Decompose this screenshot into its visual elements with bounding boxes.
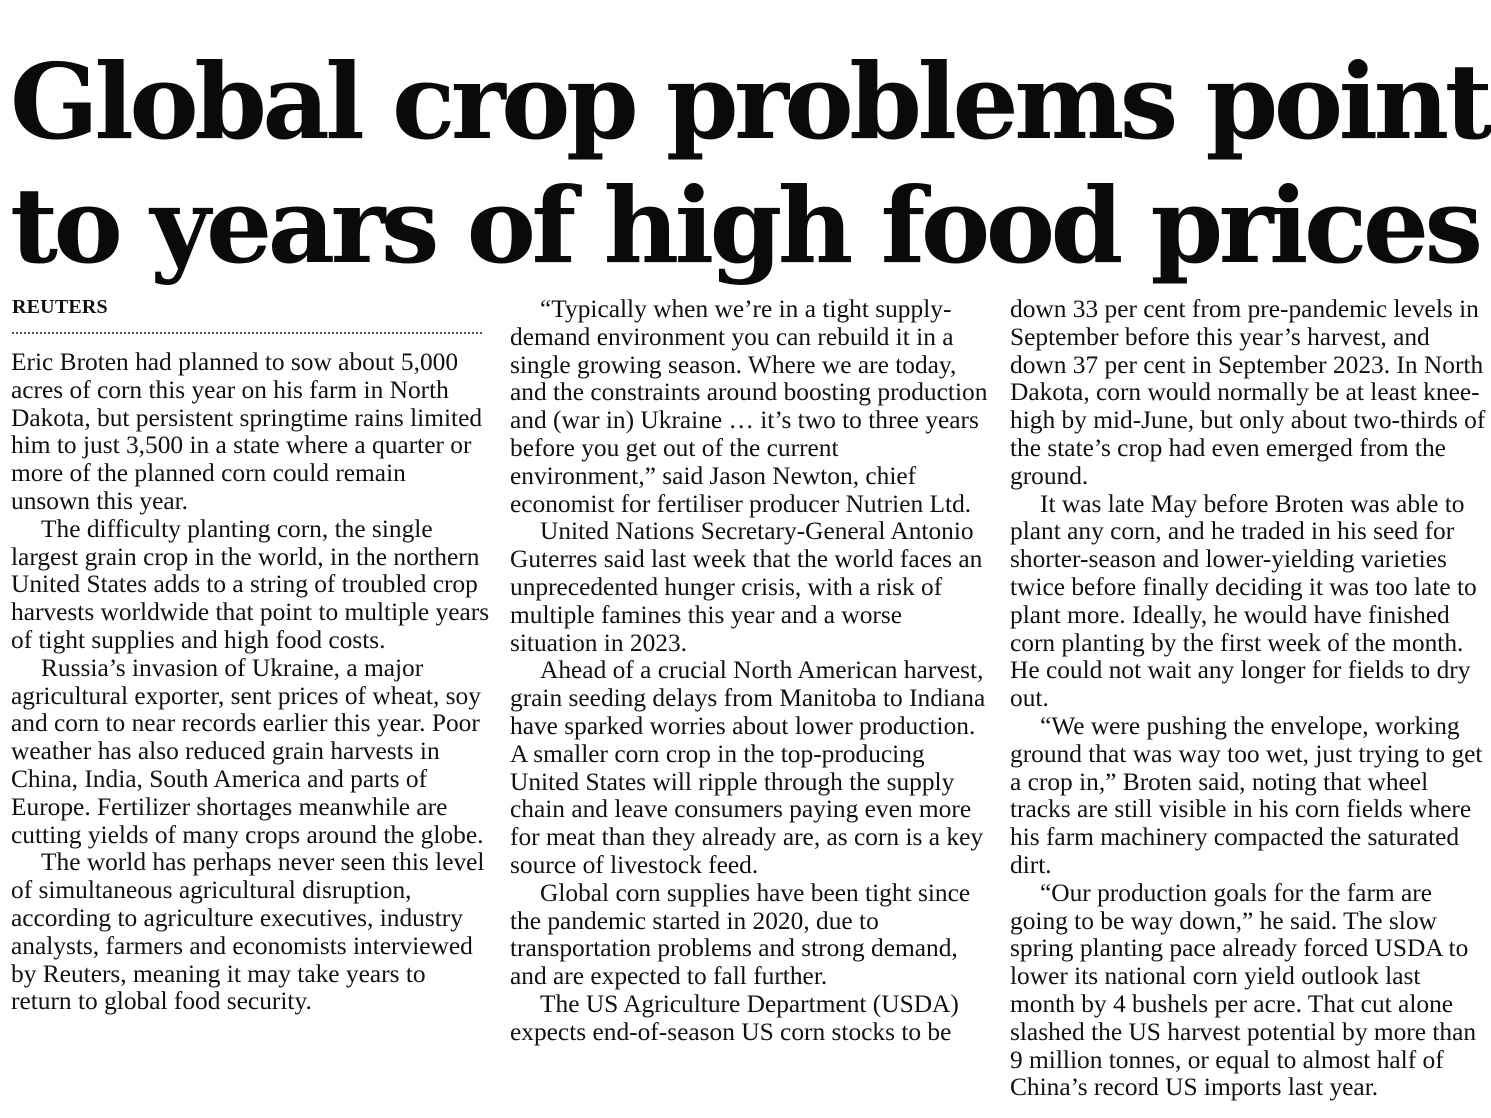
- paragraph: United Nations Secretary-General Antonio…: [510, 517, 983, 657]
- paragraph: The US Agriculture Department (USDA) exp…: [510, 989, 959, 1046]
- paragraph-continued: down 33 per cent from pre-pandemic level…: [1010, 295, 1486, 490]
- paragraph: “Typically when we’re in a tight supply-…: [510, 295, 988, 518]
- headline: Global crop problems point to years of h…: [10, 40, 1491, 288]
- paragraph: “Our production goals for the farm are g…: [1010, 878, 1477, 1102]
- paragraph: The difficulty planting corn, the single…: [11, 514, 490, 654]
- headline-line-1: Global crop problems point: [10, 40, 1491, 163]
- paragraph: It was late May before Broten was able t…: [1010, 489, 1477, 713]
- paragraph: Global corn supplies have been tight sin…: [510, 878, 971, 991]
- paragraph: Eric Broten had planned to sow about 5,0…: [11, 348, 483, 515]
- paragraph: The world has perhaps never seen this le…: [11, 848, 485, 1016]
- byline-divider: [12, 332, 482, 334]
- article-column-3: down 33 per cent from pre-pandemic level…: [1010, 295, 1488, 1102]
- headline-line-2: to years of high food prices: [10, 164, 1483, 287]
- paragraph: “We were pushing the envelope, working g…: [1010, 711, 1483, 879]
- byline: REUTERS: [12, 296, 108, 318]
- paragraph: Ahead of a crucial North American harves…: [510, 656, 986, 879]
- article-column-1: Eric Broten had planned to sow about 5,0…: [11, 348, 491, 1016]
- paragraph: Russia’s invasion of Ukraine, a major ag…: [11, 653, 484, 849]
- article-column-2: “Typically when we’re in a tight supply-…: [510, 295, 988, 1047]
